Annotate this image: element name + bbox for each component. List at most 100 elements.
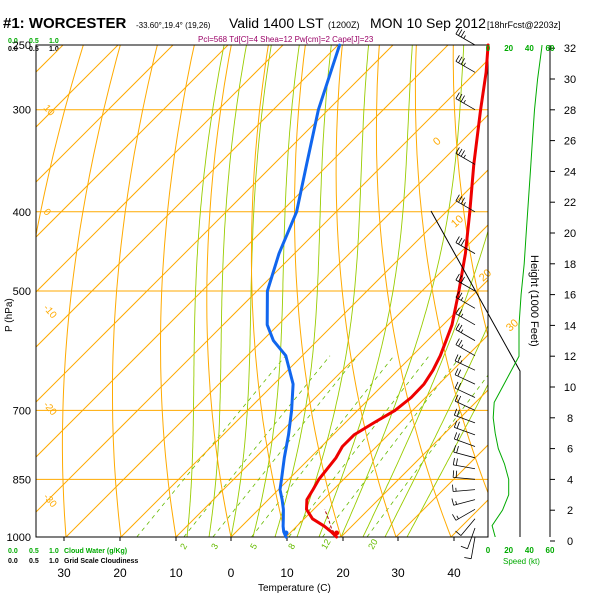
isobar-lines xyxy=(36,109,488,480)
speed-axis-label: Speed (kt) xyxy=(503,557,540,566)
isotherm-label: 10 xyxy=(449,213,466,230)
cw-tick: 0.5 xyxy=(29,548,39,555)
wind-barb xyxy=(455,27,476,46)
wind-barb xyxy=(455,307,476,326)
height-tick-label: 28 xyxy=(564,105,576,117)
surface-dewpoint-point xyxy=(283,530,289,536)
isotherm-line xyxy=(36,45,339,348)
utc-time: (1200Z) xyxy=(328,20,360,30)
dry-adiabat-line xyxy=(414,45,488,495)
cw-tick: 0.0 xyxy=(8,548,18,555)
mixing-ratio-label: 8 xyxy=(286,542,297,551)
dewpoint-series xyxy=(265,43,342,539)
moist-adiabat-line xyxy=(362,229,488,537)
moist-adiabat-line xyxy=(252,45,300,537)
height-tick-label: 20 xyxy=(564,228,576,240)
pressure-tick: 400 xyxy=(13,207,31,219)
height-tick-label: 10 xyxy=(564,382,576,394)
isotherm-line xyxy=(120,169,488,537)
mixing-ratio-label: 20 xyxy=(366,537,380,551)
cw-tick: 1.0 xyxy=(49,548,59,555)
height-tick-label: 18 xyxy=(564,259,576,271)
isotherm-line xyxy=(36,45,284,293)
dry-adiabat-line xyxy=(36,45,84,238)
height-tick-label: 22 xyxy=(564,197,576,209)
height-tick-label: 30 xyxy=(564,74,576,86)
pressure-tick: 300 xyxy=(13,105,31,117)
temperature-series xyxy=(305,43,490,539)
isotherm-label: 0 xyxy=(431,135,444,148)
wind-barb xyxy=(454,354,476,371)
isotherm-line xyxy=(36,59,488,513)
wind-barb xyxy=(455,236,476,254)
height-axis-label: Height (1000 Feet) xyxy=(528,255,540,347)
speed-tick-bottom: 20 xyxy=(504,546,513,555)
top-cw-tick: 0.5 xyxy=(29,38,39,45)
mixing-ratio-label: 3 xyxy=(209,542,220,551)
height-tick-label: 4 xyxy=(567,474,573,486)
dry-adiabat-label: -30 xyxy=(41,492,59,510)
isotherm-label: 20 xyxy=(477,267,494,284)
dewpoint-line xyxy=(265,43,342,539)
height-tick-label: 12 xyxy=(564,351,576,363)
wind-barb xyxy=(455,338,476,357)
isotherm-lines xyxy=(36,45,488,537)
dry-adiabat-line xyxy=(490,31,600,538)
speed-tick-bottom: 60 xyxy=(546,546,555,555)
wind-boundary-line xyxy=(430,210,521,537)
grid-cloudiness-label: Grid Scale Cloudiness xyxy=(64,558,138,565)
wind-barb xyxy=(453,420,476,436)
height-tick-label: 2 xyxy=(567,505,573,517)
moist-adiabats xyxy=(186,45,488,537)
top-gs-tick: 1.0 xyxy=(49,46,59,53)
isotherm-line xyxy=(36,45,449,458)
plot-frame xyxy=(35,44,489,538)
dry-adiabat-label: -10 xyxy=(41,303,59,321)
speed-tick-bottom: 0 xyxy=(486,546,491,555)
moist-adiabat-line xyxy=(340,45,465,537)
speed-line xyxy=(491,45,543,537)
height-tick-label: 32 xyxy=(564,43,576,55)
isotherm-line xyxy=(395,444,488,537)
cloud-water-label: Cloud Water (g/Kg) xyxy=(64,548,127,555)
mixing-ratio-line xyxy=(136,355,286,537)
isotherm-line xyxy=(36,45,174,183)
surface-temp-point xyxy=(334,530,340,536)
gs-tick: 0.5 xyxy=(29,558,39,565)
mixing-ratio-line xyxy=(251,355,395,537)
x-tick-label: 30 xyxy=(391,566,405,580)
top-cloud-water-scale: 0.0 0.5 1.0 0.0 0.5 1.0 xyxy=(8,38,59,53)
x-tick-label: 20 xyxy=(336,566,350,580)
pressure-axis: 250 300 400 500 700 850 1000 xyxy=(7,40,31,544)
speed-axis: 0 0 20 20 40 40 60 60 xyxy=(486,44,555,555)
wind-barb xyxy=(464,536,476,560)
dry-adiabat-line xyxy=(375,45,452,537)
wind-barb xyxy=(455,323,476,341)
wind-barb xyxy=(454,394,476,411)
wind-barb xyxy=(455,194,476,213)
station-coords: -33.60°,19.4° (19,26) xyxy=(136,21,211,30)
mixing-ratio-label: 12 xyxy=(319,537,333,551)
valid-time: Valid 1400 LST xyxy=(229,15,324,31)
wind-barb xyxy=(452,457,476,470)
wind-barb xyxy=(455,55,476,73)
wind-barb xyxy=(455,273,476,292)
pressure-tick: 250 xyxy=(13,40,31,52)
x-tick-label: 0 xyxy=(228,566,235,580)
top-cw-tick: 1.0 xyxy=(49,38,59,45)
wind-panel-boundary xyxy=(430,210,521,537)
speed-profile xyxy=(491,45,543,537)
chart-title: #1: WORCESTER xyxy=(3,15,127,32)
moist-adiabat-line xyxy=(208,45,247,537)
x-tick-label: 40 xyxy=(447,566,461,580)
wind-barb xyxy=(452,508,476,521)
wind-barb xyxy=(455,518,476,536)
pressure-tick: 700 xyxy=(13,405,31,417)
x-tick-label: 30 xyxy=(57,566,71,580)
wind-barb xyxy=(454,368,476,385)
moist-adiabat-line xyxy=(318,45,413,537)
wind-barb xyxy=(455,147,476,165)
x-axis-label: Temperature (C) xyxy=(258,583,331,594)
wind-barb xyxy=(454,381,476,398)
